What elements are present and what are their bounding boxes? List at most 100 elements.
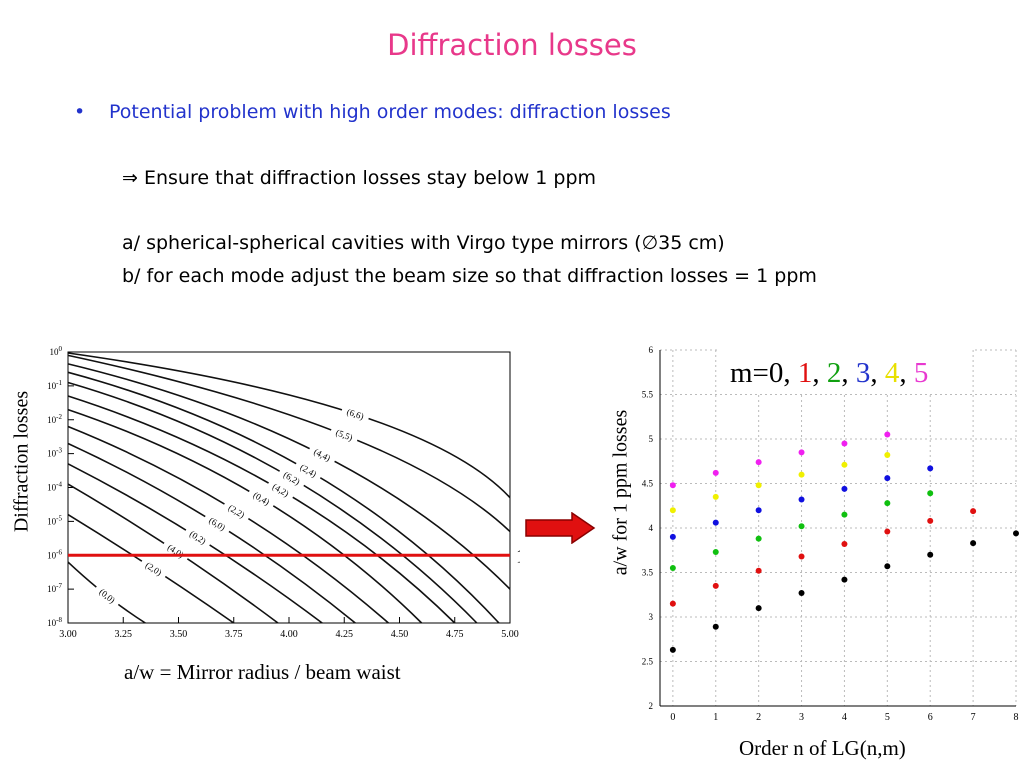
diffraction-loss-chart: 3.00 3.25 3.50 3.75 4.00 4.25 4.50 4.75 5.00 100 1… <box>47 345 520 640</box>
data-point <box>712 582 719 589</box>
left-y-tick-label: 10-7 <box>47 582 62 594</box>
left-y-tick-label: 10-5 <box>47 514 62 526</box>
data-point <box>970 508 977 515</box>
right-y-tick-label: 2.5 <box>642 657 654 667</box>
left-x-axis-caption: a/w = Mirror radius / beam waist <box>124 660 401 684</box>
curve-label-bg <box>329 423 360 445</box>
legend-part: , <box>899 357 914 389</box>
legend-part: 1 <box>798 357 813 389</box>
data-point <box>712 623 719 630</box>
data-point <box>970 540 977 547</box>
left-y-tick-label: 10-1 <box>47 379 62 391</box>
right-x-tick-label: 3 <box>799 712 804 720</box>
data-point <box>841 541 848 548</box>
curve-label-bg <box>246 485 277 511</box>
legend-part: m=0 <box>730 357 783 389</box>
data-point <box>755 482 762 489</box>
data-point <box>884 452 891 459</box>
right-x-tick-label: 5 <box>885 712 890 720</box>
legend-part: 2 <box>827 357 842 389</box>
left-y-tick-label: 10-8 <box>47 616 62 628</box>
left-y-tick-label: 10-4 <box>47 481 62 493</box>
implication-line: ⇒ Ensure that diffraction losses stay be… <box>122 167 596 189</box>
right-x-tick-label: 2 <box>756 712 761 720</box>
data-point <box>884 528 891 535</box>
curve-label: (6,6) <box>346 407 366 422</box>
data-point <box>884 563 891 570</box>
legend-part: , <box>783 357 798 389</box>
data-point <box>669 565 676 572</box>
legend-part: 3 <box>856 357 871 389</box>
left-y-tick-label: 10-3 <box>47 447 62 459</box>
left-x-tick-label: 3.25 <box>115 629 133 640</box>
curve-label-bg <box>266 476 297 502</box>
data-point <box>712 493 719 500</box>
curve-label-bg <box>307 442 338 466</box>
beam-size-chart: 0 1 2 3 4 5 6 7 822.533.544.555.56m=0, 1, 2, 3, … <box>642 345 1019 720</box>
curve-label-bg <box>277 465 308 490</box>
data-point <box>927 551 934 558</box>
slide-title: Diffraction losses <box>387 28 637 62</box>
data-point <box>798 449 805 456</box>
left-x-tick-label: 4.75 <box>446 629 464 640</box>
threshold-label: 1 ppm <box>516 545 520 567</box>
data-point <box>927 490 934 497</box>
data-point <box>755 567 762 574</box>
right-y-tick-label: 4 <box>649 523 654 533</box>
right-y-tick-label: 3 <box>649 612 654 622</box>
left-x-tick-label: 3.50 <box>170 629 188 640</box>
data-point <box>884 431 891 438</box>
right-y-tick-label: 2 <box>649 701 654 711</box>
data-point <box>712 469 719 476</box>
right-y-tick-label: 5 <box>649 434 654 444</box>
implication-text: Ensure that diffraction losses stay belo… <box>143 167 597 189</box>
curve-label: (5,5) <box>334 427 354 443</box>
data-point <box>798 496 805 503</box>
curve-label-bg <box>93 581 123 609</box>
right-y-tick-label: 3.5 <box>642 568 654 578</box>
right-ylabel-wrap: a/w for 1 ppm losses <box>604 376 638 626</box>
left-x-tick-label: 3.00 <box>59 629 77 640</box>
data-point <box>755 535 762 542</box>
curve-label-bg <box>202 510 233 536</box>
data-point <box>798 589 805 596</box>
data-point <box>755 605 762 612</box>
legend-text: m=0, 1, 2, 3, 4, 5 <box>730 357 928 389</box>
data-point <box>927 465 934 472</box>
right-x-tick-label: 6 <box>928 712 933 720</box>
data-point <box>669 600 676 607</box>
left-x-tick-label: 4.00 <box>280 629 298 640</box>
data-point <box>669 533 676 540</box>
data-point <box>755 459 762 466</box>
right-y-tick-label: 4.5 <box>642 479 654 489</box>
right-y-tick-label: 5.5 <box>642 390 654 400</box>
data-point <box>669 646 676 653</box>
data-point <box>927 517 934 524</box>
left-y-tick-label: 100 <box>50 345 63 357</box>
bullet-text: Potential problem with high order modes:… <box>109 101 671 123</box>
left-x-tick-label: 4.50 <box>391 629 409 640</box>
left-y-tick-label: 10-2 <box>47 413 62 425</box>
legend-part: , <box>841 357 856 389</box>
right-x-tick-label: 7 <box>971 712 976 720</box>
data-point <box>798 471 805 478</box>
curve-label-bg <box>340 403 371 424</box>
data-point <box>712 519 719 526</box>
data-point <box>841 461 848 468</box>
data-point <box>1013 530 1019 537</box>
legend-part: 4 <box>885 357 900 389</box>
data-point <box>669 507 676 514</box>
bullet-marker: • <box>74 101 86 123</box>
curve-label-bg <box>183 524 214 550</box>
implies-icon: ⇒ <box>122 167 138 189</box>
left-x-tick-label: 3.75 <box>225 629 243 640</box>
loss-curve <box>67 371 500 624</box>
left-x-tick-label: 5.00 <box>501 629 519 640</box>
data-point <box>841 485 848 492</box>
line-a: a/ spherical-spherical cavities with Vir… <box>122 232 725 254</box>
data-point <box>798 523 805 530</box>
data-point <box>669 482 676 489</box>
data-point <box>798 553 805 560</box>
data-point <box>841 511 848 518</box>
data-point <box>841 440 848 447</box>
